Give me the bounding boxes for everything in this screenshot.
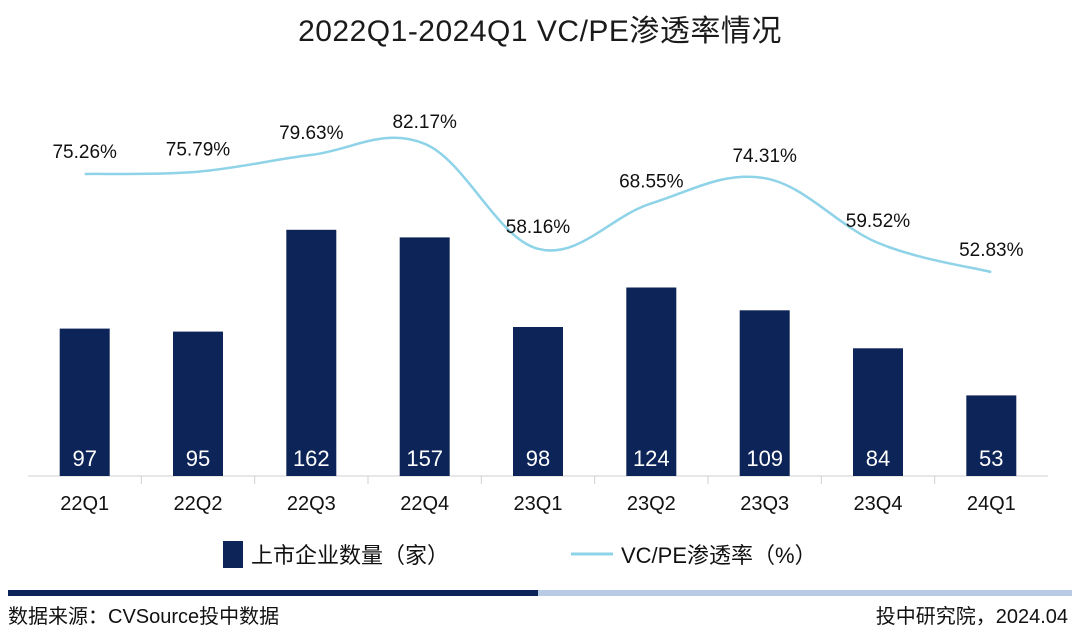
- x-tick-label: 22Q4: [400, 493, 449, 515]
- chart-title: 2022Q1-2024Q1 VC/PE渗透率情况: [298, 15, 782, 48]
- bar-value-label: 162: [293, 446, 330, 471]
- bar-value-label: 97: [72, 446, 96, 471]
- bar-23Q4: [853, 348, 903, 476]
- x-tick-label: 23Q1: [514, 493, 563, 515]
- bar-value-label: 98: [526, 446, 550, 471]
- line-value-label: 75.26%: [52, 142, 117, 163]
- legend: 上市企业数量（家） VC/PE渗透率（%）: [223, 541, 817, 568]
- footer-divider-dark: [8, 590, 538, 596]
- line-value-label: 59.52%: [846, 211, 911, 232]
- legend-label-line: VC/PE渗透率（%）: [621, 543, 817, 568]
- series-line-penetration: [84, 136, 992, 274]
- line-value-label: 58.16%: [506, 217, 571, 238]
- bar-22Q3: [286, 229, 337, 476]
- x-tick-label: 22Q3: [287, 493, 336, 515]
- credit-note: 投中研究院，2024.04: [875, 606, 1068, 628]
- bar-value-label: 84: [866, 446, 890, 471]
- bar-23Q2: [626, 287, 677, 476]
- bar-value-label: 53: [979, 446, 1003, 471]
- x-tick-label: 23Q3: [740, 493, 789, 515]
- line-value-label: 82.17%: [392, 112, 457, 133]
- x-tick-label: 23Q4: [854, 493, 903, 515]
- legend-swatch-bar: [223, 541, 243, 568]
- footer-divider-light: [538, 590, 1072, 596]
- line-value-label: 79.63%: [279, 123, 344, 144]
- x-tick-label: 22Q2: [174, 493, 223, 515]
- x-tick-label: 22Q1: [60, 493, 109, 515]
- line-value-label: 74.31%: [732, 146, 797, 167]
- bar-22Q2: [173, 331, 223, 476]
- x-tick-label: 23Q2: [627, 493, 676, 515]
- bar-value-label: 95: [186, 446, 210, 471]
- bar-23Q3: [739, 310, 790, 476]
- bar-value-label: 109: [746, 446, 783, 471]
- line-value-label: 52.83%: [959, 240, 1024, 261]
- bar-value-label: 124: [633, 446, 670, 471]
- line-value-label: 75.79%: [166, 140, 231, 161]
- bar-value-label: 157: [406, 446, 443, 471]
- bar-23Q1: [513, 327, 563, 476]
- legend-label-bar: 上市企业数量（家）: [251, 543, 449, 568]
- bar-24Q1: [966, 395, 1017, 476]
- x-tick-label: 24Q1: [967, 493, 1016, 515]
- source-note: 数据来源：CVSource投中数据: [8, 606, 280, 628]
- line-value-label: 68.55%: [619, 171, 684, 192]
- bar-22Q1: [59, 328, 110, 476]
- bar-22Q4: [399, 237, 450, 476]
